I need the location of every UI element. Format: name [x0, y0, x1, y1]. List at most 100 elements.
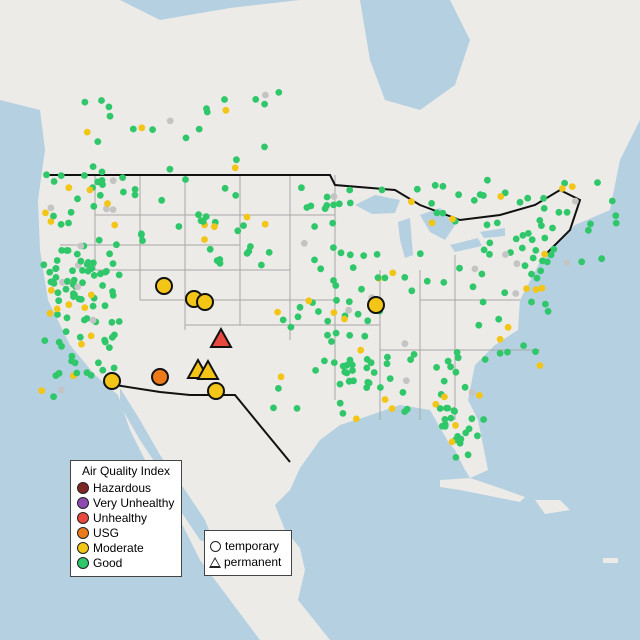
monitor-site-good — [199, 218, 207, 225]
monitor-site-good — [329, 219, 337, 227]
monitor-site-good — [402, 377, 410, 384]
monitor-site-good — [68, 357, 75, 365]
temporary-monitor-marker — [196, 293, 214, 311]
monitor-site-good — [540, 194, 547, 202]
monitor-site-good — [608, 197, 616, 205]
legend-item-good: Good — [77, 556, 122, 570]
monitor-site-good — [447, 414, 455, 422]
monitor-site-good — [195, 125, 203, 133]
monitor-site-good — [277, 373, 285, 381]
monitor-site-good — [346, 332, 354, 339]
monitor-site-good — [211, 223, 218, 231]
monitor-site-good — [474, 432, 481, 440]
gulf-of-mexico — [300, 412, 470, 520]
legend-item-permanent: permanent — [209, 555, 281, 569]
monitor-site-good — [296, 303, 304, 311]
monitor-site-good — [436, 405, 444, 412]
monitor-site-good — [440, 377, 448, 385]
monitor-site-good — [578, 258, 586, 266]
temporary-monitor-marker — [103, 372, 121, 390]
monitor-site-good — [555, 208, 563, 216]
monitor-site-good — [343, 361, 351, 369]
monitor-site-good — [423, 277, 431, 285]
monitor-site-good — [275, 385, 282, 392]
monitor-site-good — [261, 143, 268, 151]
monitor-site-good — [55, 297, 63, 305]
monitor-site-good — [109, 206, 117, 214]
monitor-site-good — [195, 211, 202, 219]
monitor-site-good — [454, 433, 461, 440]
monitor-site-good — [73, 369, 81, 377]
monitor-site-good — [486, 239, 494, 247]
monitor-site-good — [243, 213, 251, 221]
monitor-site-good — [40, 261, 48, 269]
monitor-site-good — [339, 410, 347, 417]
monitor-site-good — [324, 317, 332, 325]
monitor-site-good — [346, 251, 354, 259]
monitor-site-good — [43, 171, 50, 179]
monitor-site-good — [476, 191, 484, 199]
circle-icon — [210, 540, 221, 552]
monitor-site-good — [585, 226, 592, 234]
monitor-site-good — [109, 292, 117, 299]
monitor-site-good — [541, 250, 549, 258]
monitor-site-good — [345, 306, 352, 314]
temporary-monitor-marker — [155, 277, 173, 295]
monitor-site-good — [363, 364, 371, 372]
monitor-site-good — [336, 399, 344, 407]
monitor-site-good — [307, 202, 315, 210]
monitor-site-good — [221, 184, 229, 192]
monitor-site-good — [558, 185, 566, 192]
usg-swatch — [77, 527, 89, 539]
monitor-site-good — [232, 192, 240, 199]
monitor-site-good — [587, 220, 594, 228]
monitor-site-good — [416, 250, 424, 258]
monitor-site-good — [203, 105, 210, 112]
monitor-site-good — [62, 285, 70, 293]
monitor-site-good — [47, 286, 55, 294]
monitor-site-good — [58, 247, 66, 254]
monitor-site-good — [202, 213, 210, 221]
monitor-site-good — [71, 291, 78, 299]
monitor-site-good — [317, 265, 325, 273]
monitor-site-good — [53, 305, 61, 313]
monitor-site-good — [182, 176, 189, 183]
monitor-site-good — [386, 375, 394, 382]
legend-label: Hazardous — [93, 481, 152, 495]
monitor-site-good — [547, 251, 555, 259]
monitor-site-good — [52, 372, 60, 379]
monitor-site-good — [41, 337, 49, 344]
monitor-site-good — [323, 193, 331, 201]
cuba — [440, 478, 525, 502]
monitor-site-good — [464, 451, 472, 459]
monitor-site-good — [300, 239, 308, 247]
monitor-site-good — [68, 352, 76, 360]
monitor-site-good — [540, 205, 548, 212]
hazardous-swatch — [77, 482, 89, 494]
monitor-site-good — [78, 340, 85, 348]
monitor-site-good — [598, 255, 606, 263]
monitor-site-good — [293, 405, 301, 412]
monitor-site-good — [139, 237, 146, 245]
monitor-site-good — [330, 277, 337, 284]
monitor-site-good — [536, 362, 544, 369]
monitor-site-good — [455, 191, 462, 199]
monitor-site-good — [516, 198, 524, 206]
monitor-site-good — [115, 318, 123, 325]
monitor-site-good — [88, 265, 96, 272]
monitor-site-good — [182, 134, 190, 142]
temporary-monitor-marker — [367, 296, 385, 314]
monitor-site-good — [529, 254, 537, 262]
pacific-ocean — [0, 100, 260, 640]
monitor-site-good — [330, 244, 337, 252]
monitor-site-good — [63, 314, 71, 322]
good-swatch — [77, 557, 89, 569]
monitor-site-good — [98, 97, 105, 104]
monitor-site-good — [53, 257, 61, 264]
monitor-site-good — [99, 282, 106, 289]
triangle-icon — [209, 556, 221, 568]
monitor-site-good — [55, 338, 63, 346]
monitor-site-good — [408, 287, 416, 295]
monitor-site-good — [360, 252, 368, 259]
legend-label: permanent — [224, 555, 282, 569]
